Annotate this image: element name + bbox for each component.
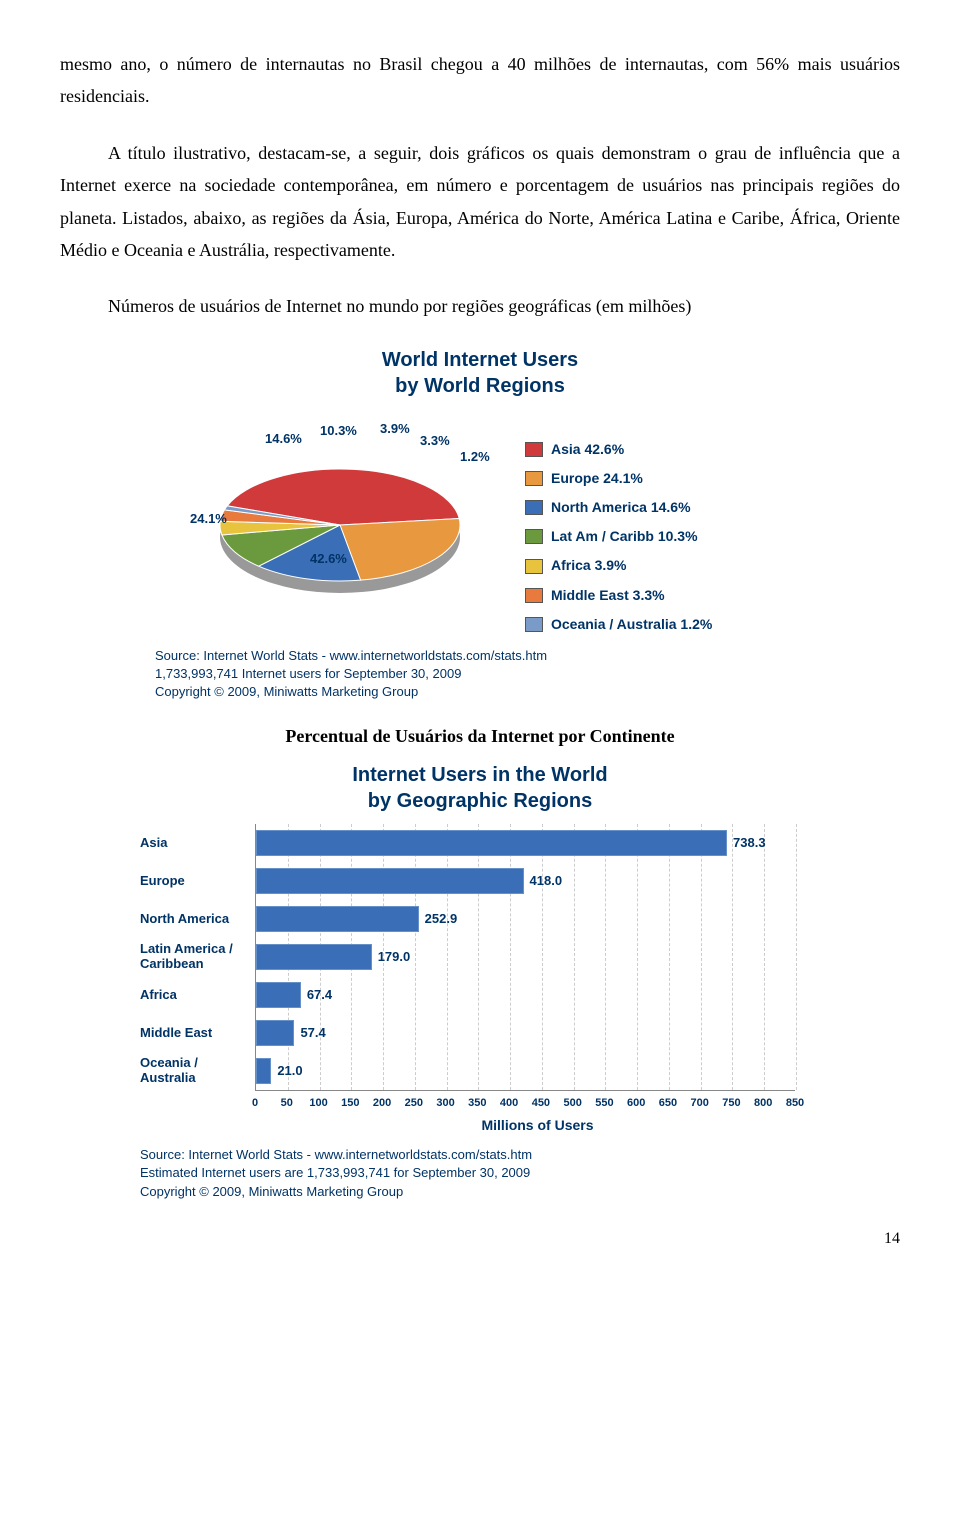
legend-label: Middle East 3.3% [551,583,665,608]
pie-source-3: Copyright © 2009, Miniwatts Marketing Gr… [155,683,805,701]
axis-tick: 350 [468,1094,486,1114]
bar-category-label: Latin America / Caribbean [140,938,255,976]
pie-source-2: 1,733,993,741 Internet users for Septemb… [155,665,805,683]
page-number: 14 [60,1225,900,1254]
axis-tick: 200 [373,1094,391,1114]
bar-source-1: Source: Internet World Stats - www.inter… [140,1146,820,1164]
bar-title-2: by Geographic Regions [368,790,592,812]
legend-label: Oceania / Australia 1.2% [551,612,712,637]
callout-africa: 3.9% [380,417,410,440]
bar-category-label: Europe [140,862,255,900]
callout-me: 3.3% [420,429,450,452]
axis-tick: 550 [595,1094,613,1114]
legend-swatch [525,529,543,544]
pie-svg [190,425,490,625]
legend-label: Asia 42.6% [551,437,624,462]
legend-item: Oceania / Australia 1.2% [525,612,712,637]
bar [256,868,524,894]
legend-swatch [525,500,543,515]
legend-item: Lat Am / Caribb 10.3% [525,524,712,549]
bar-value-label: 738.3 [733,831,766,854]
legend-item: North America 14.6% [525,495,712,520]
axis-tick: 750 [722,1094,740,1114]
axis-tick: 250 [405,1094,423,1114]
bar-value-label: 418.0 [530,869,563,892]
bar-value-label: 252.9 [425,907,458,930]
bar-source-2: Estimated Internet users are 1,733,993,7… [140,1164,820,1182]
bar-xlabel: Millions of Users [255,1113,820,1138]
bar-value-label: 67.4 [307,983,332,1006]
axis-tick: 400 [500,1094,518,1114]
bar [256,906,419,932]
pie-chart: World Internet Users by World Regions 42… [155,347,805,702]
legend-item: Asia 42.6% [525,437,712,462]
callout-na: 14.6% [265,427,302,450]
legend-swatch [525,559,543,574]
bar-row: 738.3 [256,824,820,862]
legend-swatch [525,471,543,486]
pie-title-1: World Internet Users [382,349,578,371]
bar-row: 179.0 [256,938,820,976]
axis-tick: 800 [754,1094,772,1114]
bar-category-label: Oceania / Australia [140,1052,255,1090]
bar-source-3: Copyright © 2009, Miniwatts Marketing Gr… [140,1183,820,1201]
callout-asia: 42.6% [310,547,347,570]
callout-europe: 24.1% [190,507,227,530]
axis-tick: 450 [532,1094,550,1114]
caption-1: Números de usuários de Internet no mundo… [60,290,900,322]
legend-item: Africa 3.9% [525,553,712,578]
bar-row: 418.0 [256,862,820,900]
paragraph-1: mesmo ano, o número de internautas no Br… [60,48,900,113]
caption-2: Percentual de Usuários da Internet por C… [60,720,900,752]
axis-tick: 500 [563,1094,581,1114]
legend-label: Europe 24.1% [551,466,643,491]
legend-label: North America 14.6% [551,495,691,520]
callout-oc: 1.2% [460,445,490,468]
axis-tick: 300 [436,1094,454,1114]
bar-chart: Internet Users in the World by Geographi… [140,762,820,1201]
paragraph-2: A título ilustrativo, destacam-se, a seg… [60,137,900,267]
pie-slice [340,518,460,580]
bar [256,1058,271,1084]
axis-tick: 50 [281,1094,293,1114]
pie-title-2: by World Regions [395,375,565,397]
pie-source-1: Source: Internet World Stats - www.inter… [155,647,805,665]
bar-row: 21.0 [256,1052,820,1090]
bar-title-1: Internet Users in the World [352,764,607,786]
bar [256,944,372,970]
bar-value-label: 21.0 [277,1059,302,1082]
bar-category-label: North America [140,900,255,938]
bar-row: 57.4 [256,1014,820,1052]
legend-item: Middle East 3.3% [525,583,712,608]
axis-tick: 0 [252,1094,258,1114]
pie-legend: Asia 42.6% Europe 24.1% North America 14.6… [525,407,712,641]
bar-row: 252.9 [256,900,820,938]
legend-swatch [525,442,543,457]
bar-value-label: 179.0 [378,945,411,968]
bar [256,982,301,1008]
axis-tick: 600 [627,1094,645,1114]
callout-lac: 10.3% [320,419,357,442]
axis-tick: 650 [659,1094,677,1114]
legend-item: Europe 24.1% [525,466,712,491]
axis-tick: 150 [341,1094,359,1114]
axis-tick: 700 [691,1094,709,1114]
bar [256,830,727,856]
bar [256,1020,294,1046]
bar-category-label: Africa [140,976,255,1014]
bar-category-label: Middle East [140,1014,255,1052]
bar-row: 67.4 [256,976,820,1014]
bar-category-label: Asia [140,824,255,862]
bar-value-label: 57.4 [300,1021,325,1044]
legend-label: Africa 3.9% [551,553,626,578]
legend-label: Lat Am / Caribb 10.3% [551,524,698,549]
legend-swatch [525,617,543,632]
axis-tick: 100 [309,1094,327,1114]
axis-tick: 850 [786,1094,804,1114]
legend-swatch [525,588,543,603]
